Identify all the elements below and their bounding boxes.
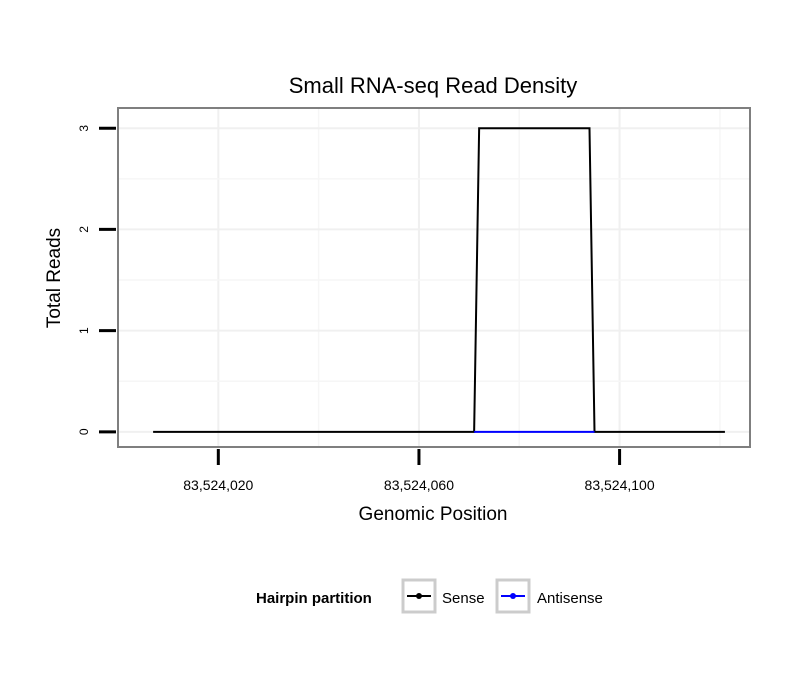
x-tick-label: 83,524,100	[585, 477, 655, 493]
plot-panel-border	[117, 107, 751, 448]
legend-item-sense: Sense	[401, 578, 485, 614]
chart-title: Small RNA-seq Read Density	[289, 73, 578, 98]
legend: Hairpin partition Sense Antisense	[256, 578, 603, 614]
legend-label-sense: Sense	[442, 590, 485, 607]
x-axis-label: Genomic Position	[359, 504, 508, 525]
grid-lines	[117, 108, 750, 447]
x-tick-label: 83,524,060	[384, 477, 454, 493]
y-tick-label: 1	[77, 327, 91, 334]
y-tick-label: 0	[77, 428, 91, 435]
series-line-sense	[153, 127, 725, 433]
legend-point-sense	[416, 593, 422, 599]
y-tick-label: 3	[77, 125, 91, 132]
legend-title: Hairpin partition	[256, 590, 372, 607]
y-tick-label: 2	[77, 226, 91, 233]
axes: 0 1 2 3 83,524,020 83,524,060 83,524,100	[77, 125, 655, 493]
series-lines	[153, 127, 725, 433]
legend-item-antisense: Antisense	[495, 578, 603, 614]
legend-label-antisense: Antisense	[537, 590, 603, 607]
legend-point-antisense	[510, 593, 516, 599]
y-axis-label: Total Reads	[44, 228, 65, 328]
x-tick-label: 83,524,020	[183, 477, 253, 493]
